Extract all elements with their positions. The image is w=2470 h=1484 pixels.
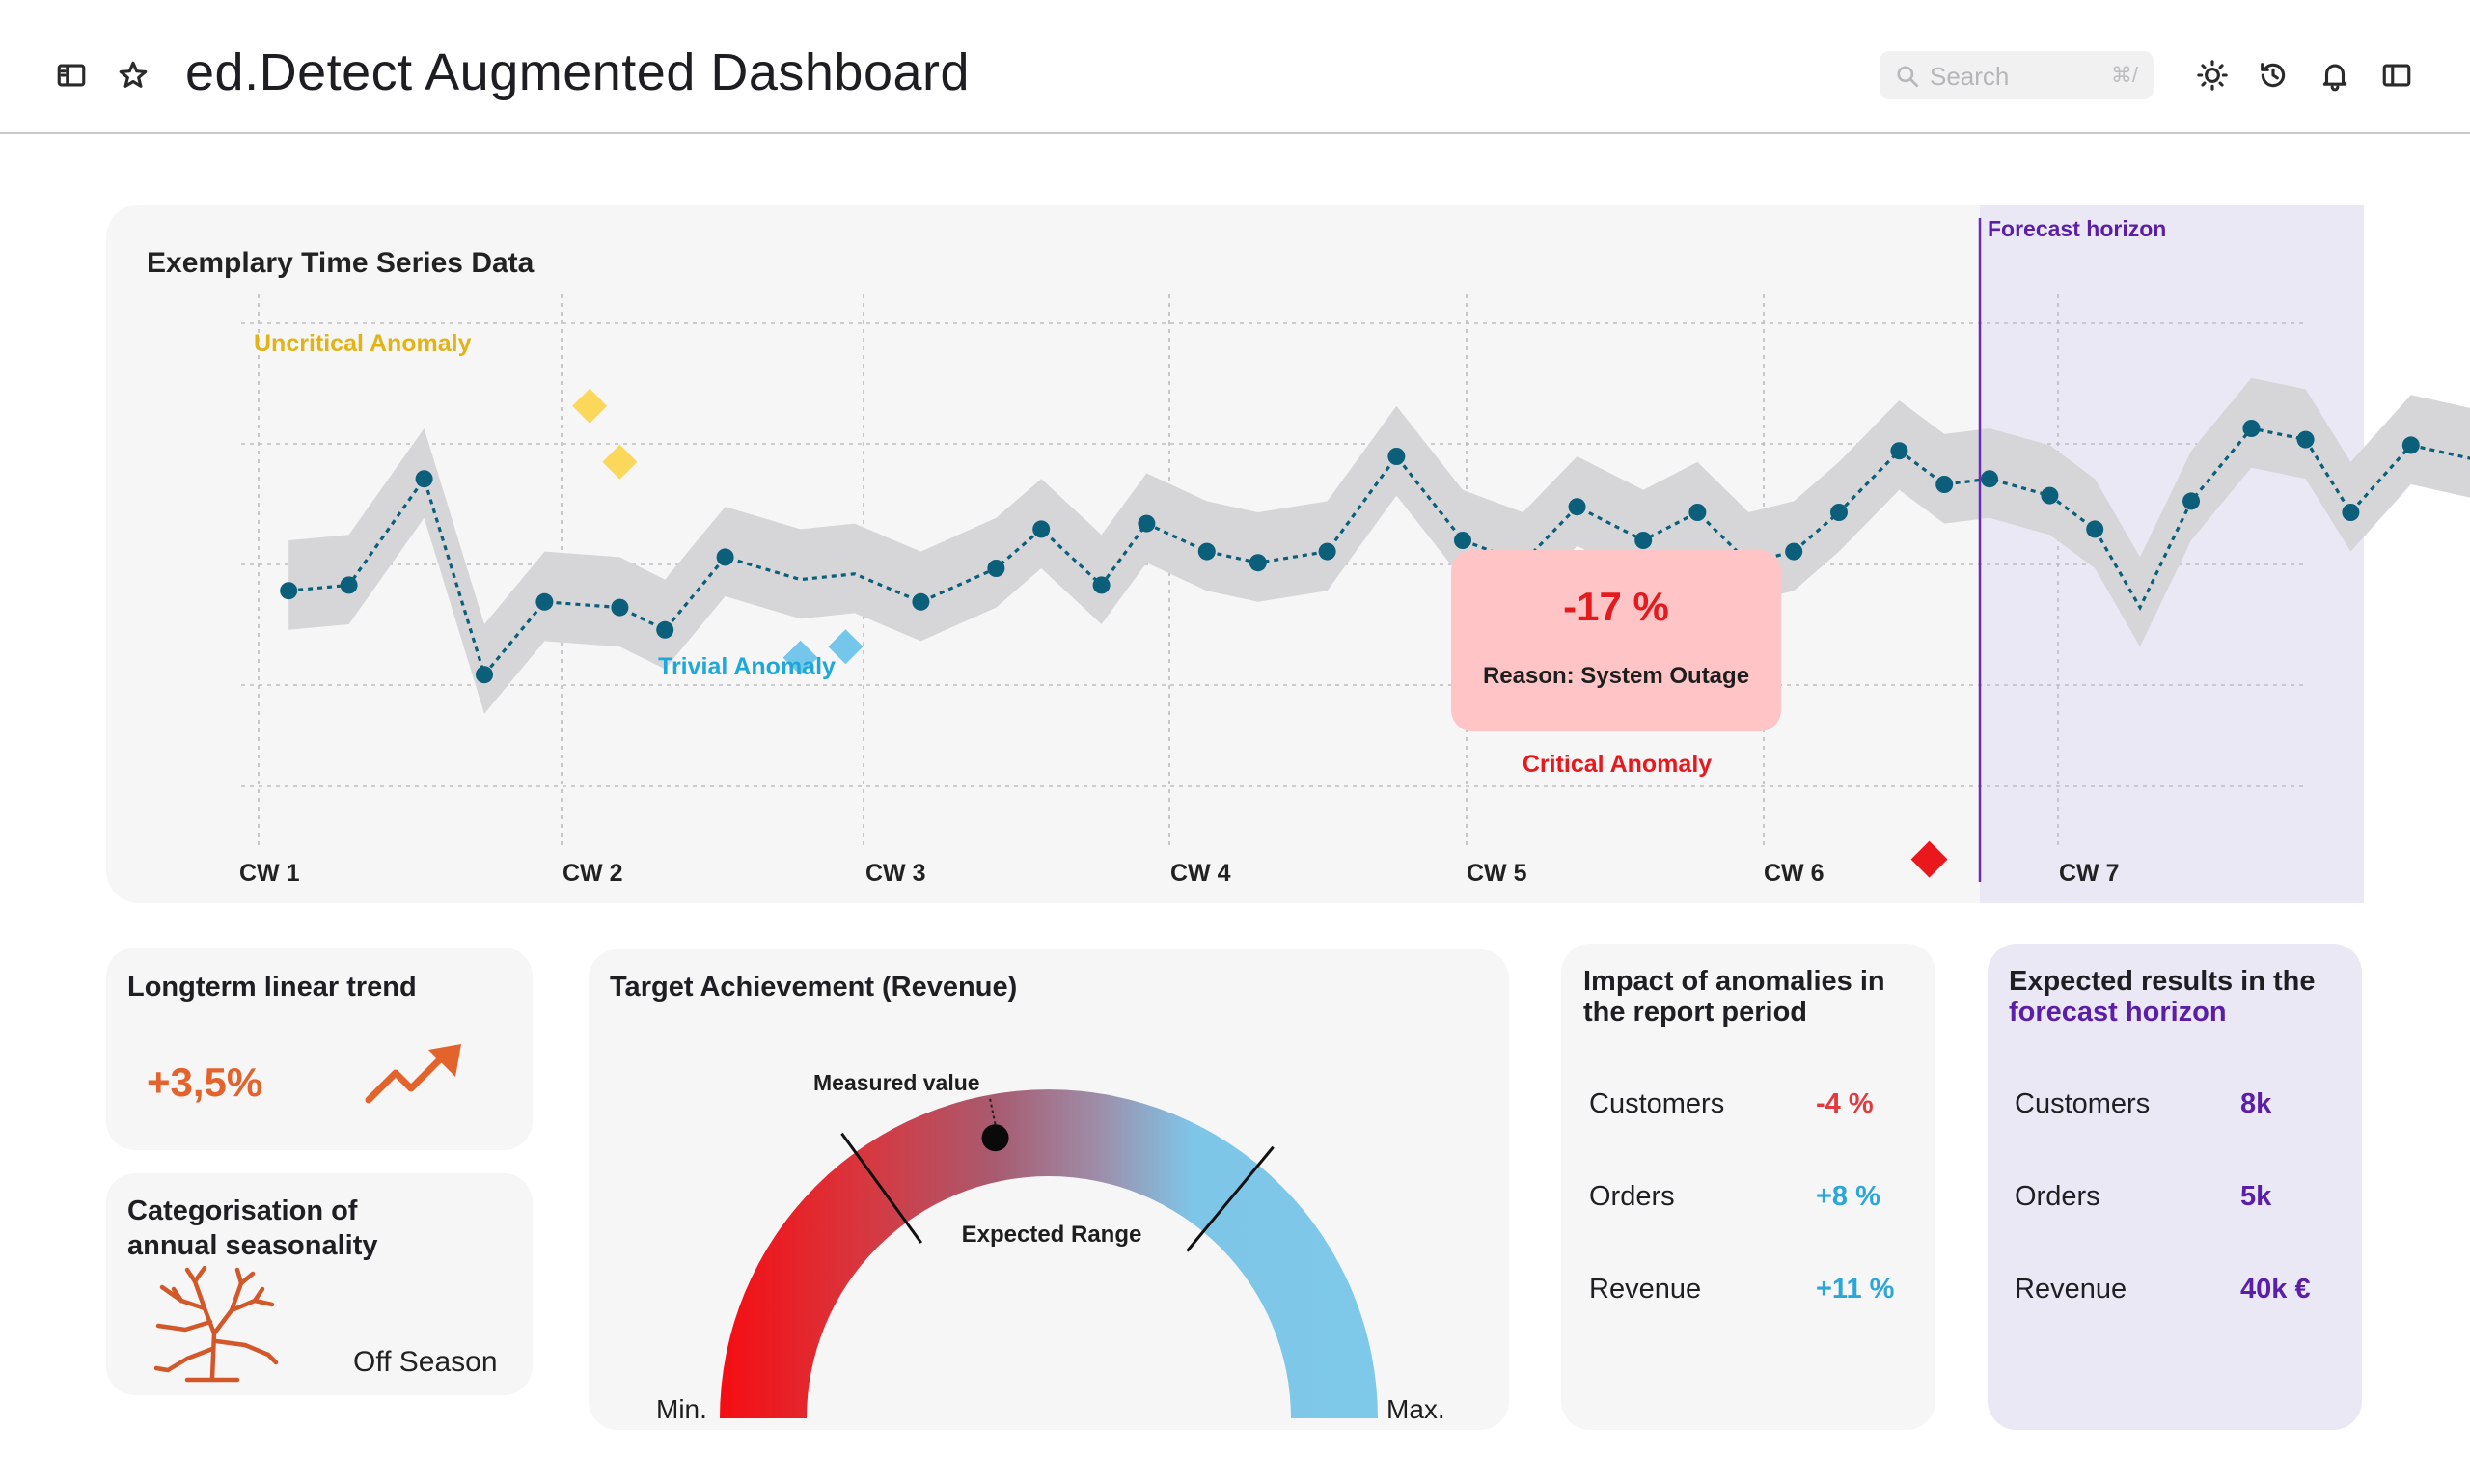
impact-label-revenue: Revenue [1589,1274,1702,1305]
forecast-title-line1: Expected results in the [2009,966,2316,997]
forecast-value-customers: 8k [2240,1088,2272,1119]
trend-card [106,948,533,1150]
trend-value: +3,5% [147,1059,263,1105]
seasonality-value: Off Season [353,1346,498,1378]
search-icon [1897,66,1919,88]
forecast-title-line2: forecast horizon [2009,997,2227,1028]
trend-title: Longterm linear trend [127,972,417,1003]
forecast-value-revenue: 40k € [2240,1274,2311,1305]
sun-icon[interactable] [2191,54,2234,96]
impact-title-line2: the report period [1583,997,1808,1028]
page-title: ed.Detect Augmented Dashboard [185,43,971,101]
forecast-label-customers: Customers [2015,1088,2151,1119]
impact-label-customers: Customers [1589,1088,1725,1119]
impact-title-line1: Impact of anomalies in [1583,966,1885,997]
chart-title: Exemplary Time Series Data [147,247,535,279]
seasonality-card [106,1173,533,1395]
time-series-chart-card [106,205,2364,903]
bare-tree-icon [153,1266,279,1383]
impact-value-orders: +8 % [1816,1181,1880,1212]
forecast-card [1988,944,2362,1430]
search-input[interactable] [1928,59,2076,94]
forecast-value-orders: 5k [2240,1181,2272,1212]
seasonality-title-line2: annual seasonality [127,1230,378,1261]
top-bar: ed.Detect Augmented Dashboard ⌘/ [0,0,2470,134]
right-panel-icon[interactable] [2375,54,2418,96]
sidebar-toggle-icon[interactable] [50,54,93,96]
star-icon[interactable] [112,54,154,96]
gauge-title: Target Achievement (Revenue) [610,972,1018,1003]
search-shortcut-hint: ⌘/ [2110,63,2138,87]
trend-up-arrow-icon [365,1044,461,1104]
search-box[interactable]: ⌘/ [1880,51,2154,99]
forecast-label-revenue: Revenue [2015,1274,2127,1305]
seasonality-title-line1: Categorisation of [127,1195,358,1226]
data-point [2401,436,2420,454]
impact-label-orders: Orders [1589,1181,1675,1212]
history-icon[interactable] [2252,54,2294,96]
series-line-forecast [2410,443,2470,460]
forecast-label-orders: Orders [2015,1181,2100,1212]
target-achievement-card [589,949,1509,1430]
impact-card [1561,944,1935,1430]
bell-icon[interactable] [2314,54,2356,96]
impact-value-customers: -4 % [1816,1088,1874,1119]
impact-value-revenue: +11 % [1816,1274,1895,1305]
